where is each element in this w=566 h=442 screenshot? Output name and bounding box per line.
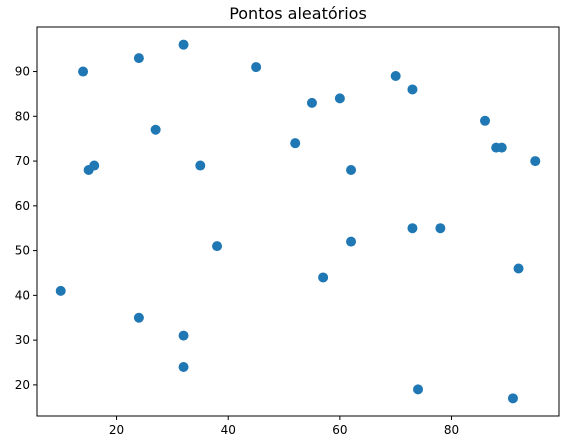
data-point <box>78 66 89 77</box>
y-tick-label: 60 <box>15 199 30 213</box>
y-tick-label: 50 <box>15 244 30 258</box>
data-point <box>390 71 401 82</box>
y-tick-label: 20 <box>15 378 30 392</box>
data-point <box>150 124 161 135</box>
x-tick-label: 40 <box>221 423 236 437</box>
data-point <box>334 93 345 104</box>
data-point <box>306 97 317 108</box>
data-point <box>413 384 424 395</box>
data-points <box>55 39 541 404</box>
data-point <box>407 84 418 95</box>
data-point <box>346 165 357 176</box>
data-point <box>133 53 144 64</box>
y-tick-label: 90 <box>15 65 30 79</box>
y-tick-label: 70 <box>15 154 30 168</box>
x-axis: 20 40 60 80 <box>109 416 459 437</box>
data-point <box>55 285 66 296</box>
y-tick-label: 40 <box>15 288 30 302</box>
data-point <box>178 361 189 372</box>
data-point <box>178 330 189 341</box>
data-point <box>530 156 541 167</box>
x-tick-label: 80 <box>444 423 459 437</box>
data-point <box>480 115 491 126</box>
data-point <box>212 241 223 252</box>
y-tick-label: 80 <box>15 109 30 123</box>
data-point <box>195 160 206 171</box>
data-point <box>290 138 301 149</box>
data-point <box>251 62 262 73</box>
data-point <box>133 312 144 323</box>
y-tick-label: 30 <box>15 333 30 347</box>
data-point <box>435 223 446 234</box>
data-point <box>178 39 189 50</box>
chart-title: Pontos aleatórios <box>229 4 367 23</box>
data-point <box>89 160 100 171</box>
data-point <box>318 272 329 283</box>
data-point <box>496 142 507 153</box>
data-point <box>346 236 357 247</box>
y-axis: 20 30 40 50 60 70 80 90 <box>15 65 37 392</box>
data-point <box>507 393 518 404</box>
x-tick-label: 20 <box>109 423 124 437</box>
plot-area <box>36 26 560 417</box>
x-tick-label: 60 <box>332 423 347 437</box>
data-point <box>513 263 524 274</box>
data-point <box>407 223 418 234</box>
